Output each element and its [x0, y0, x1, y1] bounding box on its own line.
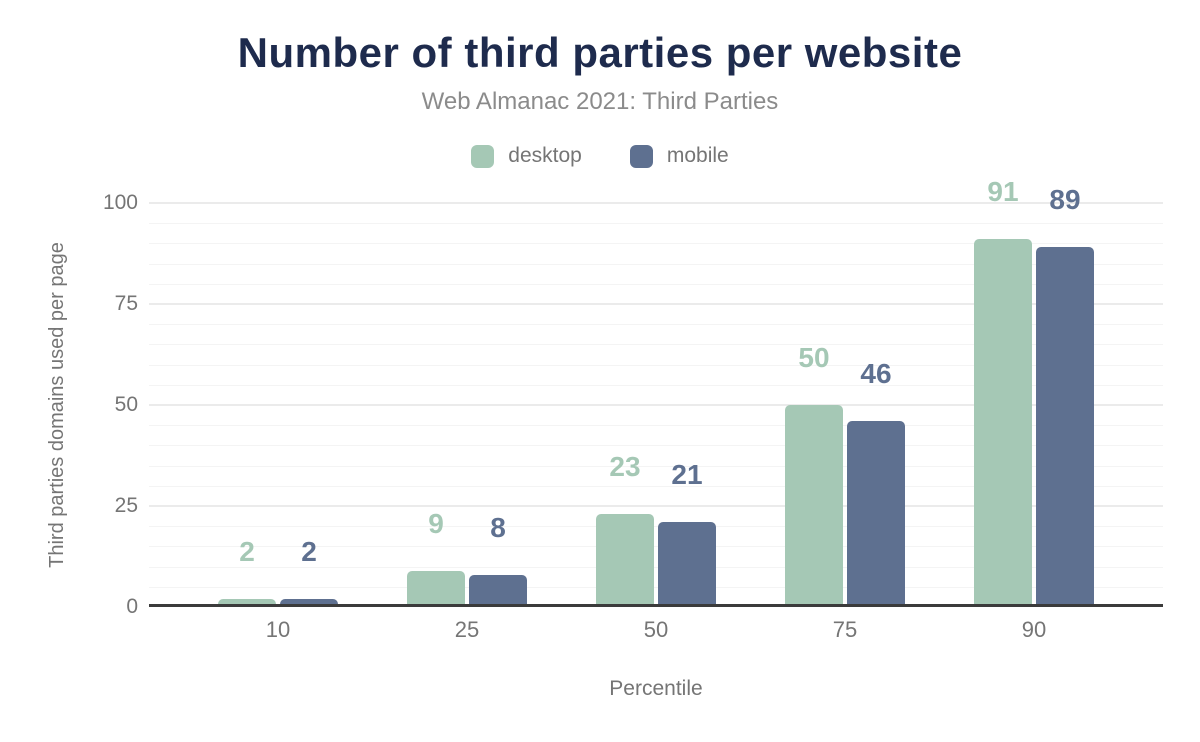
gridline — [149, 404, 1163, 406]
desktop-legend-swatch-icon — [471, 144, 495, 168]
gridline — [149, 364, 1163, 366]
mobile-legend-swatch-icon — [629, 144, 653, 168]
gridline — [149, 586, 1163, 588]
gridline — [149, 566, 1163, 568]
bar-desktop-p75[interactable] — [785, 405, 843, 607]
gridline — [149, 445, 1163, 447]
x-tick-label: 75 — [832, 617, 858, 642]
x-tick-label: 90 — [1021, 617, 1047, 642]
gridline — [149, 223, 1163, 225]
y-tick-label: 75 — [114, 292, 138, 315]
gridline — [149, 202, 1163, 204]
gridline — [149, 465, 1163, 467]
gridline — [149, 243, 1163, 245]
gridline — [149, 505, 1163, 507]
value-label-mobile-p10: 2 — [301, 535, 317, 567]
value-label-mobile-p50: 21 — [671, 459, 703, 491]
value-label-desktop-p90: 91 — [987, 176, 1019, 208]
legend-label-desktop: desktop — [508, 144, 582, 167]
value-label-mobile-p75: 46 — [860, 358, 892, 390]
value-label-mobile-p25: 8 — [490, 511, 506, 543]
y-tick-label: 0 — [126, 595, 138, 618]
bar-mobile-p50[interactable] — [658, 522, 716, 607]
bar-desktop-p90[interactable] — [974, 239, 1032, 607]
bar-desktop-p10[interactable] — [218, 598, 276, 607]
gridline — [149, 384, 1163, 386]
bar-mobile-p90[interactable] — [1036, 247, 1094, 607]
value-label-desktop-p50: 23 — [609, 451, 641, 483]
legend-item-desktop[interactable]: desktop — [471, 144, 582, 168]
gridline — [149, 485, 1163, 487]
bar-mobile-p75[interactable] — [847, 421, 905, 607]
legend-label-mobile: mobile — [666, 144, 729, 167]
y-tick-label: 50 — [114, 393, 138, 416]
chart-title: Number of third parties per website — [237, 29, 963, 76]
gridline — [149, 283, 1163, 285]
value-label-desktop-p10: 2 — [239, 535, 255, 567]
gridline — [149, 425, 1163, 427]
gridline — [149, 303, 1163, 305]
gridline — [149, 263, 1163, 265]
gridline — [149, 344, 1163, 346]
chart-subtitle: Web Almanac 2021: Third Parties — [421, 88, 779, 115]
bar-desktop-p25[interactable] — [407, 570, 465, 607]
bar-desktop-p50[interactable] — [596, 514, 654, 607]
y-tick-label: 25 — [114, 494, 138, 517]
gridline — [149, 324, 1163, 326]
x-axis-line — [149, 604, 1163, 607]
gridline — [149, 526, 1163, 528]
legend: desktop mobile — [0, 142, 1200, 170]
bar-mobile-p25[interactable] — [469, 574, 527, 607]
gridline — [149, 546, 1163, 548]
y-tick-label: 100 — [102, 191, 138, 214]
x-tick-label: 10 — [265, 617, 291, 642]
x-tick-label: 25 — [454, 617, 480, 642]
legend-item-mobile[interactable]: mobile — [629, 144, 729, 168]
value-label-mobile-p90: 89 — [1049, 184, 1081, 216]
bar-mobile-p10[interactable] — [280, 598, 338, 607]
x-tick-label: 50 — [643, 617, 669, 642]
value-label-desktop-p25: 9 — [428, 507, 444, 539]
x-axis-title: Percentile — [609, 677, 703, 700]
value-label-desktop-p75: 50 — [798, 342, 830, 373]
